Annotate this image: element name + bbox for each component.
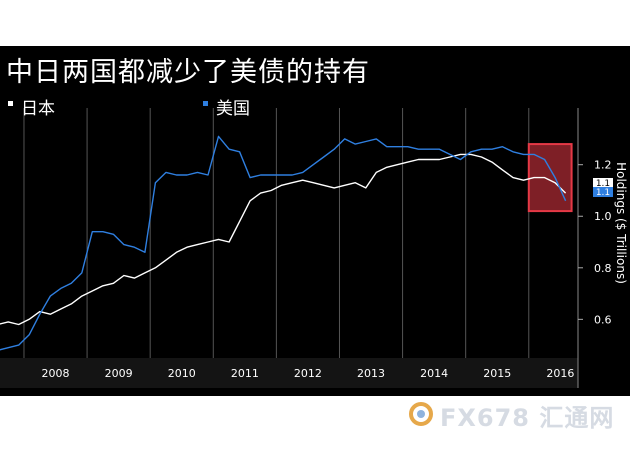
series-line-japan (0, 153, 567, 326)
end-label-box (593, 187, 613, 197)
chart-panel (0, 46, 630, 396)
end-label-text: 1.1 (596, 188, 610, 198)
x-tick-label: 2012 (294, 367, 322, 380)
x-axis-band (0, 358, 578, 388)
legend-item-us: 美国 (203, 94, 250, 119)
end-value-label: 1.1 (593, 187, 613, 198)
end-value-label: 1.1 (593, 178, 613, 189)
x-tick-label: 2010 (168, 367, 196, 380)
x-tick-label: 2015 (483, 367, 511, 380)
legend-swatch-japan (8, 100, 13, 106)
y-tick-label: 1.0 (594, 210, 612, 223)
legend-label-japan: 日本 (21, 99, 55, 119)
x-tick-label: 2008 (42, 367, 70, 380)
x-tick-label: 2016 (546, 367, 574, 380)
x-tick-label: 2009 (105, 367, 133, 380)
axes-layer (0, 108, 583, 388)
series-line-us (0, 135, 567, 351)
end-label-text: 1.1 (596, 179, 610, 189)
legend-item-japan: 日本 (8, 94, 55, 119)
x-tick-label: 2011 (231, 367, 259, 380)
legend-label-us: 美国 (216, 99, 250, 119)
series-layer (0, 135, 567, 351)
grid-lines (23, 108, 530, 388)
x-tick-label: 2014 (420, 367, 448, 380)
watermark: FX678 汇通网 (440, 404, 615, 432)
x-tick-label: 2013 (357, 367, 385, 380)
labels-layer: 2008 2009 2010 2011 2012 2013 2014 2015 2016 0.6 0… (42, 159, 628, 380)
y-axis-title: Holdings ($ Trillions) (614, 162, 628, 284)
chart-title: 中日两国都减少了美债的持有 (6, 57, 370, 88)
y-tick-label: 0.8 (594, 262, 612, 275)
fx678-logo-icon (409, 402, 433, 426)
legend-swatch-us (203, 100, 208, 106)
y-tick-label: 0.6 (594, 313, 612, 326)
y-tick-label: 1.2 (594, 159, 612, 172)
end-label-box (593, 178, 613, 188)
